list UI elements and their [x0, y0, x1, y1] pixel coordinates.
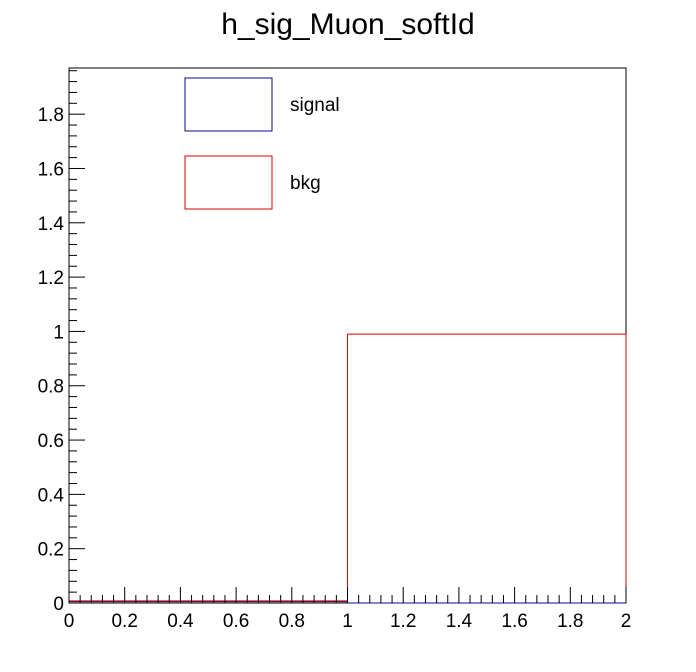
- x-tick-label: 0.6: [223, 611, 249, 632]
- series-layer: [68, 333, 627, 604]
- y-tick-label: 1.8: [38, 105, 64, 126]
- legend-swatch-bkg: [184, 155, 273, 210]
- x-tick-label: 0: [64, 611, 75, 632]
- x-tick-label: 0.8: [279, 611, 305, 632]
- y-axis: 0 0.2 0.4 0.6 0.8 1 1.2 1.4 1.6 1.8: [38, 70, 85, 615]
- y-tick-label: 0.2: [38, 540, 64, 561]
- series-bkg-line: [68, 333, 627, 603]
- y-tick-label: 0.4: [38, 485, 65, 506]
- x-tick-label: 1.4: [446, 611, 473, 632]
- y-tick-label: 1.2: [38, 268, 64, 289]
- x-tick-label: 1.6: [501, 611, 527, 632]
- y-tick-label: 0.8: [38, 377, 64, 398]
- x-axis: 0 0.2 0.4 0.6 0.8 1 1.2 1.4 1.6 1.8 2: [64, 587, 632, 632]
- x-tick-label: 0.4: [167, 611, 194, 632]
- y-tick-label: 0: [53, 594, 64, 615]
- y-tick-label: 1: [53, 322, 64, 343]
- legend-label-bkg: bkg: [290, 173, 321, 194]
- chart-title: h_sig_Muon_softId: [221, 8, 475, 41]
- x-tick-label: 0.2: [111, 611, 137, 632]
- y-tick-label: 1.6: [38, 159, 64, 180]
- y-tick-label: 0.6: [38, 431, 64, 452]
- x-tick-label: 2: [621, 611, 632, 632]
- x-tick-label: 1: [342, 611, 353, 632]
- x-tick-label: 1.8: [557, 611, 583, 632]
- legend-swatch-signal: [184, 77, 273, 132]
- y-tick-label: 1.4: [38, 214, 65, 235]
- legend: signal bkg: [184, 77, 340, 210]
- x-tick-label: 1.2: [390, 611, 416, 632]
- legend-label-signal: signal: [290, 95, 340, 116]
